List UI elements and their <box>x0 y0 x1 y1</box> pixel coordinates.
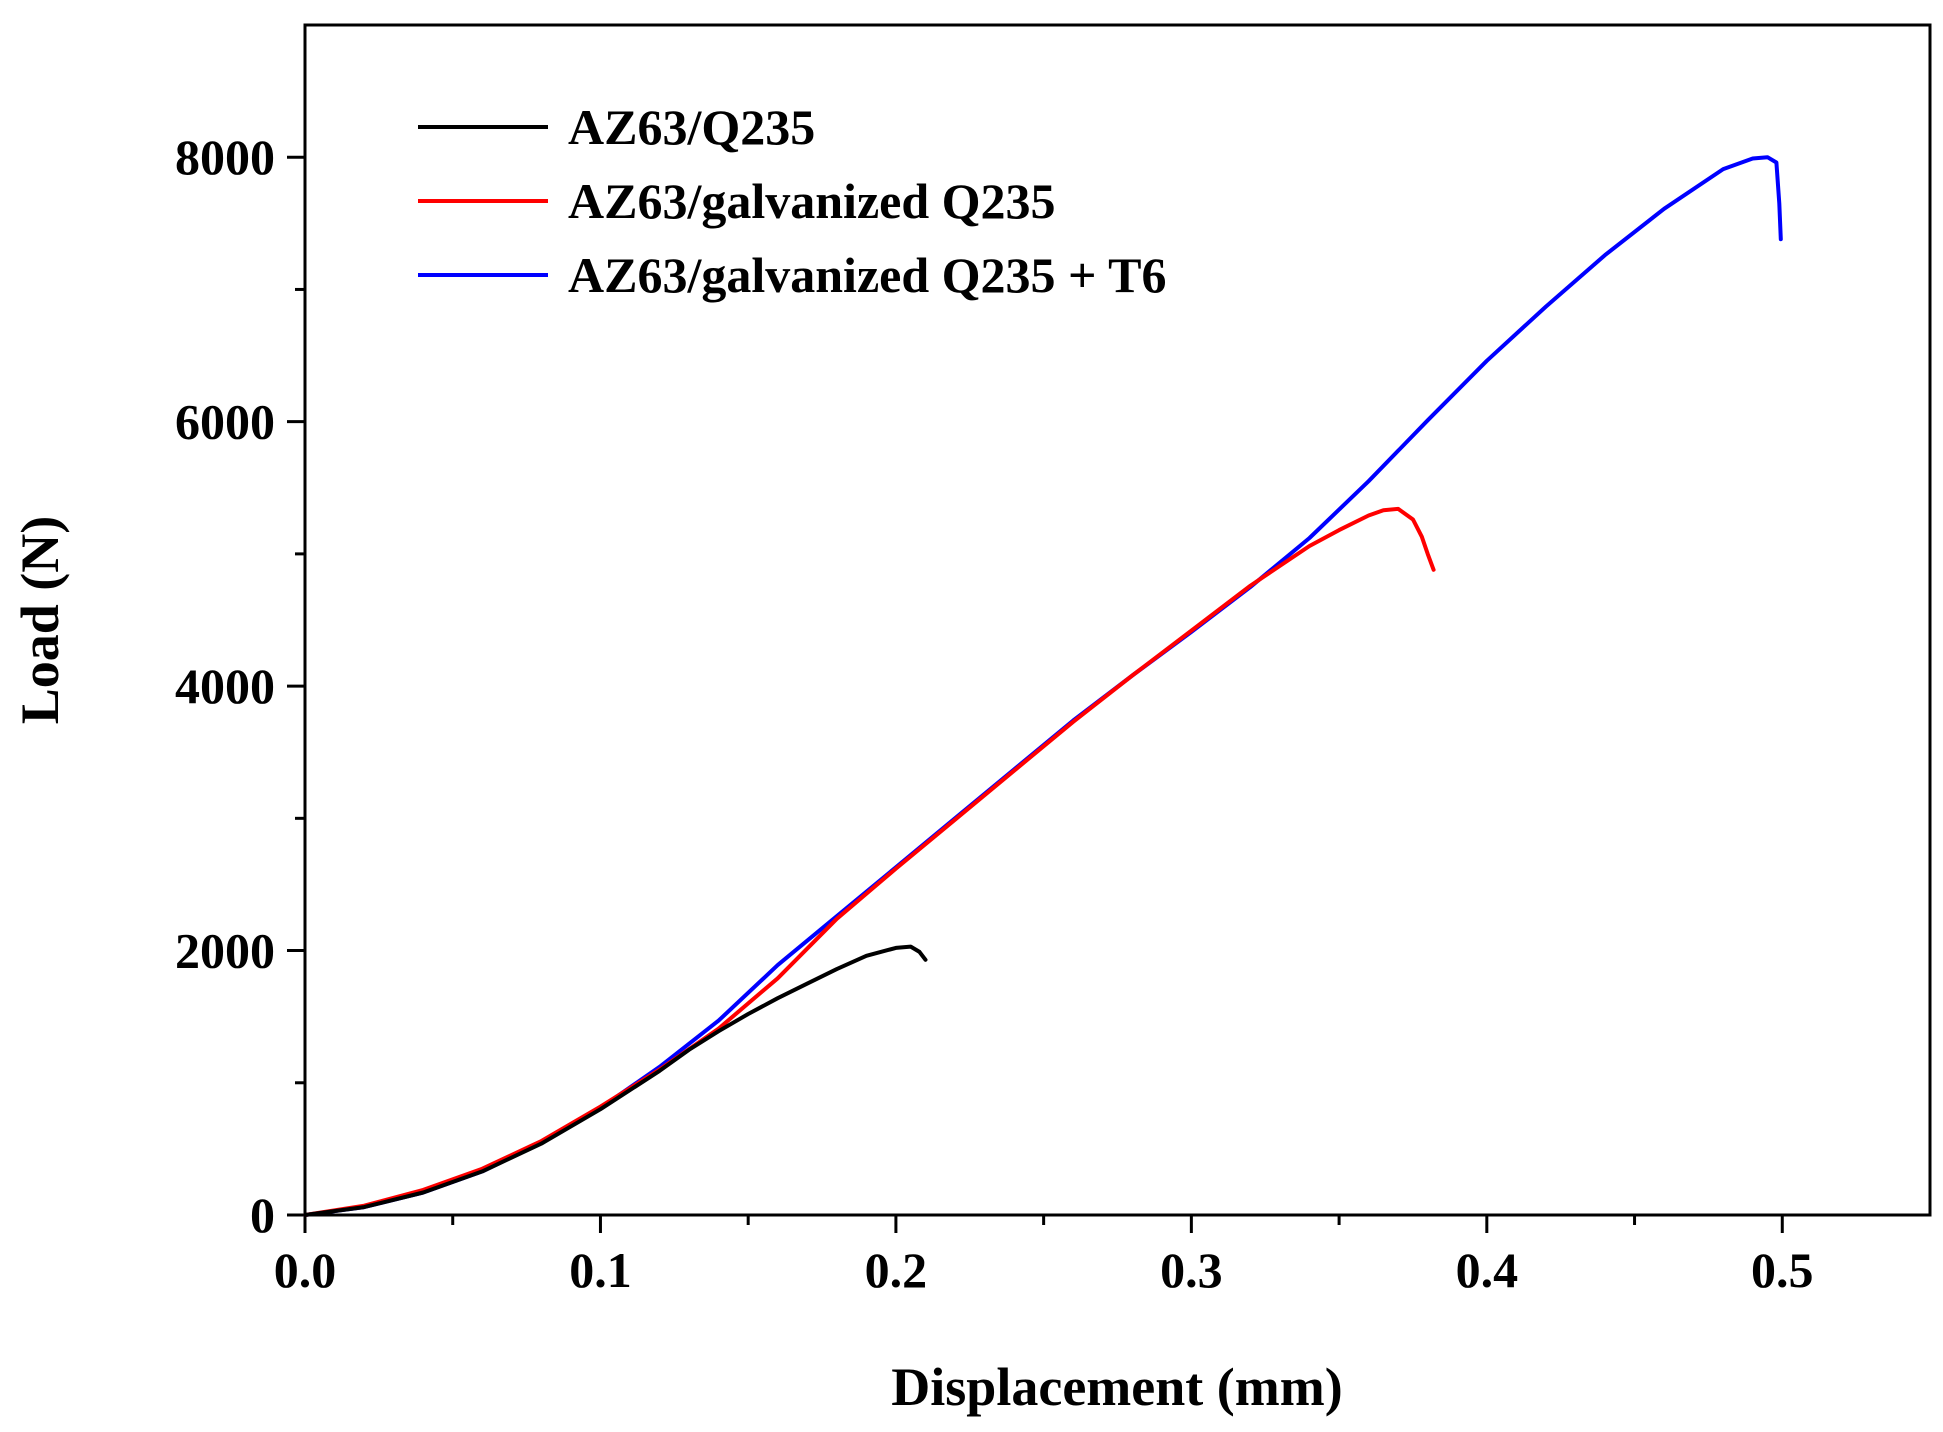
x-tick-label: 0.0 <box>274 1242 337 1298</box>
tick-labels: 0.0 0.1 0.2 0.3 0.4 0.5 0 2000 4000 6000 8000 <box>175 129 1814 1298</box>
legend-label-2: AZ63/galvanized Q235 + T6 <box>568 247 1166 303</box>
axis-ticks <box>287 155 1784 1233</box>
legend-label-0: AZ63/Q235 <box>568 99 815 155</box>
legend: AZ63/Q235 AZ63/galvanized Q235 AZ63/galvan… <box>418 99 1166 303</box>
y-tick-label: 2000 <box>175 923 275 979</box>
plot-frame <box>303 23 1932 1217</box>
legend-label-1: AZ63/galvanized Q235 <box>568 173 1056 229</box>
y-tick-label: 4000 <box>175 658 275 714</box>
x-tick-label: 0.1 <box>569 1242 632 1298</box>
x-tick-label: 0.5 <box>1751 1242 1814 1298</box>
x-axis-title: Displacement (mm) <box>891 1357 1342 1417</box>
y-tick-label: 8000 <box>175 129 275 185</box>
series-line-1 <box>303 506 1436 1217</box>
x-tick-label: 0.3 <box>1160 1242 1223 1298</box>
y-tick-label: 6000 <box>175 394 275 450</box>
y-tick-label: 0 <box>250 1187 275 1243</box>
x-tick-label: 0.2 <box>865 1242 928 1298</box>
plot-series <box>303 155 1783 1217</box>
x-tick-label: 0.4 <box>1456 1242 1519 1298</box>
y-axis-title: Load (N) <box>10 516 70 725</box>
series-line-0 <box>303 944 928 1217</box>
